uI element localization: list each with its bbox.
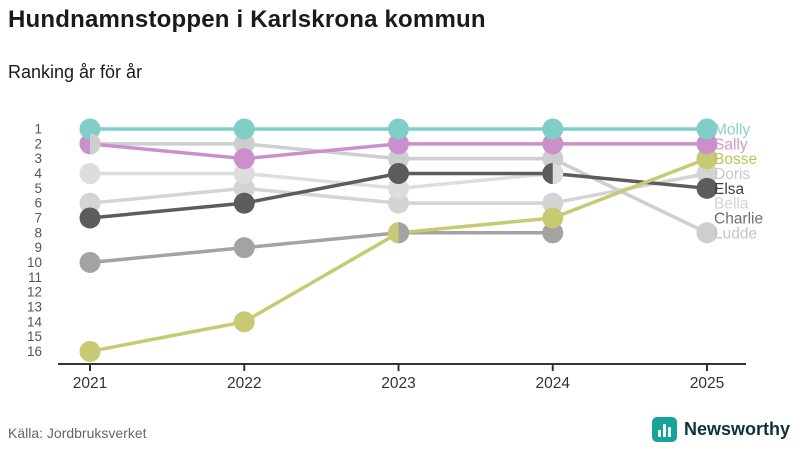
y-tick-label: 7 <box>34 210 42 225</box>
y-tick-label: 15 <box>27 329 42 344</box>
data-point-ludde <box>542 148 564 170</box>
y-tick-label: 12 <box>27 285 42 300</box>
y-tick-label: 9 <box>34 240 42 255</box>
data-point-bosse <box>542 207 564 229</box>
data-point-sally <box>542 133 564 155</box>
data-point-doris <box>388 192 409 214</box>
y-tick-label: 4 <box>34 166 42 181</box>
y-tick-label: 5 <box>34 181 42 196</box>
data-point-sally <box>696 133 718 155</box>
data-point-elsa <box>233 192 255 214</box>
y-tick-label: 14 <box>27 314 43 329</box>
y-tick-label: 1 <box>34 122 42 137</box>
data-point-molly <box>542 118 564 140</box>
x-tick-label: 2022 <box>227 375 261 392</box>
data-point-molly <box>79 118 101 140</box>
y-tick-label: 10 <box>27 255 42 270</box>
data-point-doris <box>79 192 101 214</box>
series-label-molly: Molly <box>714 122 750 139</box>
data-point-ludde <box>233 133 255 155</box>
data-point-bosse <box>233 311 255 333</box>
brand-name: Newsworthy <box>683 419 790 439</box>
data-point-bella <box>233 162 255 184</box>
y-tick-label: 6 <box>34 196 42 211</box>
y-tick-label: 11 <box>28 270 42 285</box>
series-label-ludde: Ludde <box>714 225 757 242</box>
y-tick-label: 8 <box>34 225 42 240</box>
data-point-ludde <box>696 222 718 244</box>
data-point-bella <box>79 162 101 184</box>
data-point-ludde <box>388 148 409 170</box>
y-tick-label: 2 <box>34 136 42 151</box>
series-line-charlie <box>88 231 555 265</box>
data-point-elsa <box>79 207 101 229</box>
newsworthy-logo: Newsworthy <box>651 417 790 442</box>
chart-subtitle: Ranking år för år <box>8 62 143 82</box>
y-tick-label: 16 <box>27 344 42 359</box>
series-label-elsa: Elsa <box>714 181 745 198</box>
tie-half-dot-ludde <box>90 133 101 155</box>
x-tick-label: 2024 <box>536 375 571 392</box>
data-point-bella <box>388 177 409 199</box>
data-point-elsa <box>388 162 409 184</box>
data-point-bosse <box>79 340 101 362</box>
data-point-charlie <box>233 237 255 259</box>
data-point-sally <box>233 148 255 170</box>
data-point-sally <box>388 133 409 155</box>
source-note: Källa: Jordbruksverket <box>8 425 147 441</box>
series-label-bella: Bella <box>714 196 749 213</box>
data-point-elsa <box>696 177 718 199</box>
y-tick-label: 13 <box>27 299 42 314</box>
x-tick-label: 2025 <box>690 375 724 392</box>
series-label-sally: Sally <box>714 136 748 153</box>
series-label-bosse: Bosse <box>714 151 757 168</box>
x-tick-label: 2021 <box>73 375 107 392</box>
page-title: Hundnamnstoppen i Karlskrona kommun <box>8 6 486 33</box>
series-line-bella <box>88 171 555 191</box>
y-tick-label: 3 <box>34 151 42 166</box>
data-point-molly <box>233 118 255 140</box>
data-point-doris <box>542 192 564 214</box>
tie-half-dot-bella <box>552 162 564 184</box>
data-point-bosse <box>696 148 718 170</box>
series-label-charlie: Charlie <box>714 210 763 227</box>
data-point-molly <box>696 118 718 140</box>
tie-half-dot-charlie <box>398 222 409 244</box>
data-point-molly <box>388 118 409 140</box>
series-label-doris: Doris <box>714 166 750 183</box>
x-tick-label: 2023 <box>381 375 415 392</box>
bar-chart-icon <box>651 417 677 442</box>
data-point-charlie <box>542 222 564 244</box>
data-point-doris <box>696 162 718 184</box>
data-point-doris <box>233 177 255 199</box>
data-point-charlie <box>79 251 101 273</box>
